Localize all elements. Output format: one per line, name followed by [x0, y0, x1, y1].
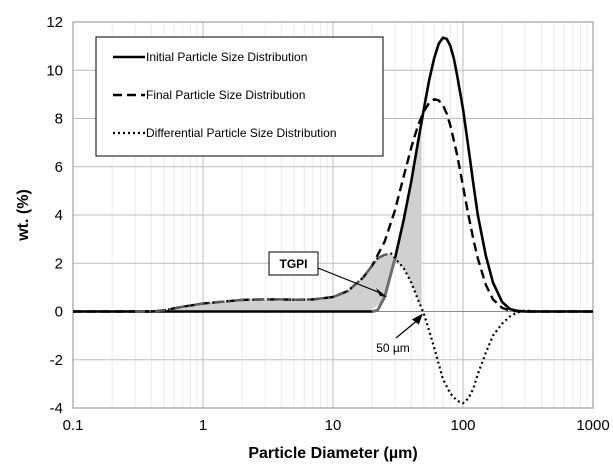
y-axis-title: wt. (%)	[15, 189, 32, 242]
x-tick-label: 0.1	[63, 417, 84, 434]
tgpi-label: TGPI	[279, 257, 307, 271]
x-tick-label: 1	[199, 417, 207, 434]
annotations: TGPI 50 µm	[268, 251, 423, 355]
y-tick-label: 4	[55, 207, 63, 224]
legend-label: Differential Particle Size Distribution	[146, 126, 337, 140]
x-tick-label: 10	[325, 417, 342, 434]
x-axis-title: Particle Diameter (µm)	[248, 445, 417, 462]
tgpi-boundary-line	[135, 252, 392, 313]
legend-label: Initial Particle Size Distribution	[146, 50, 307, 64]
series	[73, 36, 593, 405]
fifty-micron-arrow-head	[411, 313, 423, 325]
y-tick-label: 8	[55, 111, 63, 128]
y-tick-label: -2	[50, 352, 63, 369]
y-tick-label: 12	[46, 14, 63, 31]
y-tick-label: 10	[46, 62, 63, 79]
y-tick-label: 0	[55, 304, 63, 321]
x-tick-label: 100	[450, 417, 475, 434]
x-tick-label: 1000	[576, 417, 609, 434]
y-tick-label: 6	[55, 159, 63, 176]
tgpi-label-box	[268, 251, 319, 276]
y-tick-label: 2	[55, 255, 63, 272]
tgpi-initial-edge	[371, 258, 397, 313]
tgpi-arrow-head	[375, 288, 387, 298]
plot-frame	[72, 21, 594, 409]
fifty-micron-label: 50 µm	[376, 341, 410, 355]
series-line-dashed	[73, 98, 593, 313]
legend-label: Final Particle Size Distribution	[146, 88, 305, 102]
tgpi-arrow-line	[317, 267, 384, 295]
legend: Initial Particle Size Distribution Final …	[95, 36, 384, 157]
y-tick-label: -4	[50, 400, 63, 417]
